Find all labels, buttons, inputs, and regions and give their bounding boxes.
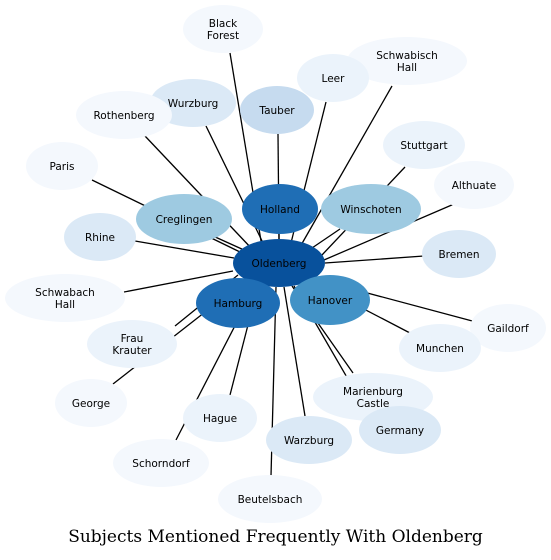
node-schwabach-hall-label: Schwabach	[35, 287, 95, 299]
node-hamburg: Hamburg	[196, 278, 280, 328]
node-germany-label: Germany	[376, 425, 424, 437]
edge-oldenberg-winschoten	[311, 228, 341, 249]
node-oldenberg: Oldenberg	[233, 239, 325, 287]
edge-oldenberg-rothenberg	[144, 135, 254, 251]
node-holland-label: Holland	[260, 204, 300, 216]
node-gaildorf: Gaildorf	[470, 304, 546, 352]
node-creglingen: Creglingen	[136, 194, 232, 244]
node-munchen: Munchen	[399, 324, 481, 372]
node-althuate-label: Althuate	[452, 180, 497, 192]
edge-oldenberg-bremen	[324, 255, 425, 264]
node-hanover-label: Hanover	[308, 295, 353, 307]
node-schwabisch-hall-shape	[347, 37, 467, 85]
node-schorndorf-label: Schorndorf	[132, 458, 190, 470]
node-hague-label: Hague	[203, 413, 237, 425]
edge-oldenberg-warzburg	[283, 286, 306, 417]
edge-oldenberg-schwabach-hall	[123, 270, 234, 293]
edge-oldenberg-creglingen	[212, 235, 245, 251]
node-stuttgart-shape	[383, 121, 465, 169]
node-george-shape	[55, 379, 127, 427]
edge-oldenberg-rhine	[134, 240, 235, 259]
node-beutelsbach-shape	[218, 475, 322, 523]
node-rhine-shape	[64, 213, 136, 261]
edge-oldenberg-schwabisch-hall	[299, 85, 393, 248]
node-paris-label: Paris	[50, 161, 75, 173]
node-schwabisch-hall-label: Schwabisch	[376, 50, 438, 62]
node-paris: Paris	[26, 142, 98, 190]
node-stuttgart-label: Stuttgart	[400, 140, 447, 152]
node-schorndorf-shape	[113, 439, 209, 487]
node-germany-shape	[359, 406, 441, 454]
node-warzburg: Warzburg	[266, 416, 352, 464]
node-rothenberg-label: Rothenberg	[93, 110, 154, 122]
node-tauber-shape	[240, 86, 314, 134]
node-oldenberg-label: Oldenberg	[252, 258, 307, 270]
node-schorndorf: Schorndorf	[113, 439, 209, 487]
node-beutelsbach: Beutelsbach	[218, 475, 322, 523]
diagram-title: Subjects Mentioned Frequently With Olden…	[68, 527, 483, 547]
node-wurzburg-label: Wurzburg	[168, 98, 219, 110]
node-winschoten: Winschoten	[321, 184, 421, 234]
node-munchen-label: Munchen	[416, 343, 464, 355]
node-bremen-label: Bremen	[438, 249, 479, 261]
node-althuate-shape	[434, 161, 514, 209]
node-schwabisch-hall-label: Hall	[397, 62, 417, 74]
node-frau-krauter-label: Frau	[121, 333, 144, 345]
node-munchen-shape	[399, 324, 481, 372]
node-holland: Holland	[242, 184, 318, 234]
node-warzburg-label: Warzburg	[284, 435, 334, 447]
node-creglingen-label: Creglingen	[156, 214, 213, 226]
node-leer: Leer	[297, 54, 369, 102]
node-tauber: Tauber	[240, 86, 314, 134]
node-marienburg-castle-label: Marienburg	[343, 386, 403, 398]
node-schwabach-hall-shape	[5, 274, 125, 322]
node-frau-krauter-shape	[87, 320, 177, 368]
node-black-forest-shape	[183, 5, 263, 53]
node-hamburg-label: Hamburg	[214, 298, 263, 310]
node-schwabach-hall-label: Hall	[55, 299, 75, 311]
node-rothenberg: Rothenberg	[76, 91, 172, 139]
node-leer-label: Leer	[322, 73, 346, 85]
node-frau-krauter-label: Krauter	[112, 345, 152, 357]
node-tauber-label: Tauber	[258, 105, 295, 117]
node-creglingen-shape	[136, 194, 232, 244]
node-george-label: George	[72, 398, 110, 410]
node-rhine: Rhine	[64, 213, 136, 261]
node-holland-shape	[242, 184, 318, 234]
node-gaildorf-label: Gaildorf	[487, 323, 529, 335]
node-hamburg-shape	[196, 278, 280, 328]
node-hanover: Hanover	[290, 275, 370, 325]
node-hanover-shape	[290, 275, 370, 325]
node-bremen-shape	[422, 230, 496, 278]
node-hague: Hague	[183, 394, 257, 442]
nodes: BlackForestSchwabischHallLeerTauberWurzb…	[5, 5, 546, 523]
node-rhine-label: Rhine	[85, 232, 115, 244]
node-warzburg-shape	[266, 416, 352, 464]
node-stuttgart: Stuttgart	[383, 121, 465, 169]
node-bremen: Bremen	[422, 230, 496, 278]
node-gaildorf-shape	[470, 304, 546, 352]
node-winschoten-label: Winschoten	[340, 204, 401, 216]
node-rothenberg-shape	[76, 91, 172, 139]
node-althuate: Althuate	[434, 161, 514, 209]
node-oldenberg-shape	[233, 239, 325, 287]
node-beutelsbach-label: Beutelsbach	[238, 494, 303, 506]
node-george: George	[55, 379, 127, 427]
node-paris-shape	[26, 142, 98, 190]
node-black-forest-label: Forest	[207, 30, 239, 42]
node-hague-shape	[183, 394, 257, 442]
node-leer-shape	[297, 54, 369, 102]
node-marienburg-castle-label: Castle	[357, 398, 390, 410]
node-germany: Germany	[359, 406, 441, 454]
node-black-forest-label: Black	[209, 18, 238, 30]
node-winschoten-shape	[321, 184, 421, 234]
